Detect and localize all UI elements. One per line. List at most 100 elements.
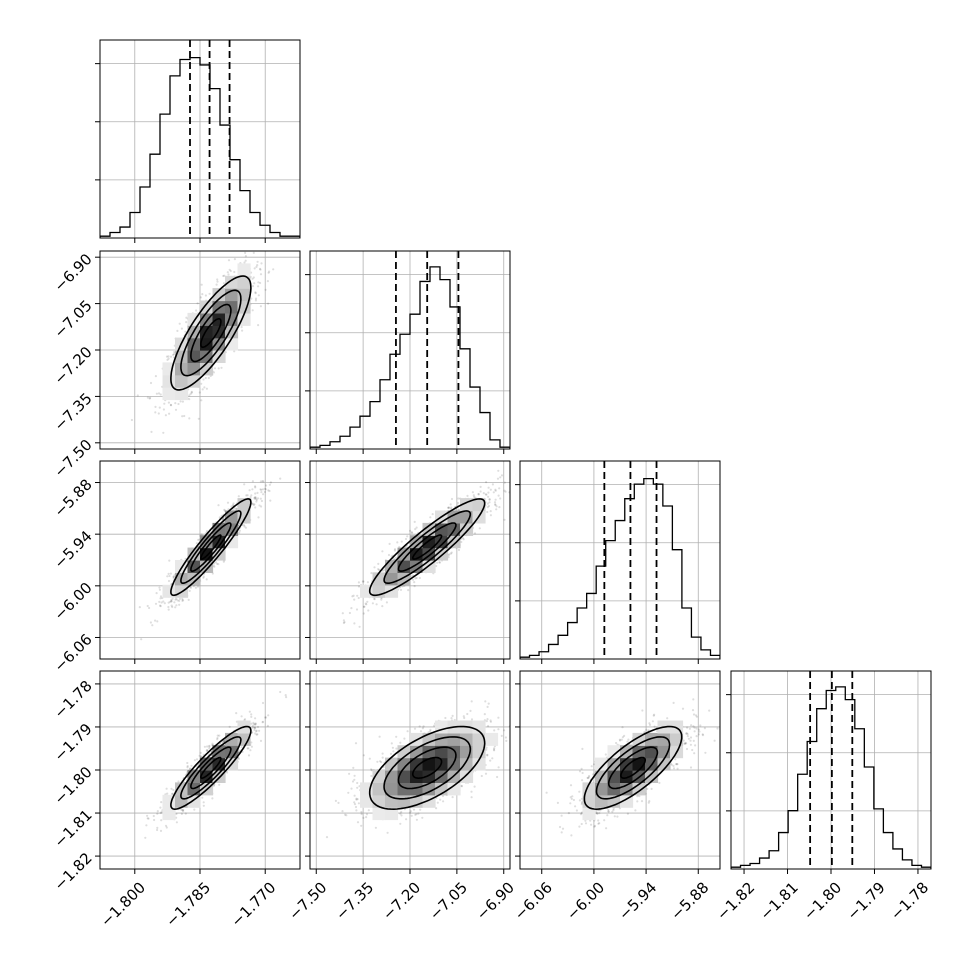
- scatter-point: [169, 355, 173, 358]
- scatter-point: [216, 734, 219, 737]
- scatter-point: [348, 611, 351, 615]
- scatter-point: [257, 285, 260, 288]
- scatter-point: [171, 605, 174, 609]
- scatter-point: [214, 561, 218, 564]
- scatter-point: [462, 538, 465, 541]
- scatter-point: [167, 401, 170, 404]
- scatter-point: [220, 366, 223, 369]
- scatter-point: [258, 504, 261, 507]
- scatter-point: [498, 506, 501, 509]
- scatter-point: [457, 508, 461, 511]
- scatter-point: [201, 293, 204, 296]
- panel-1-0: −7.50−7.35−7.20−7.05−6.90: [50, 250, 301, 481]
- scatter-point: [205, 387, 208, 390]
- scatter-point: [412, 578, 415, 581]
- scatter-point: [362, 580, 365, 583]
- scatter-point: [488, 501, 491, 504]
- scatter-point: [183, 414, 186, 418]
- scatter-point: [264, 488, 267, 491]
- scatter-point: [201, 388, 204, 391]
- scatter-point: [180, 327, 183, 330]
- scatter-point: [267, 714, 270, 717]
- scatter-point: [158, 600, 161, 604]
- scatter-point: [156, 620, 159, 623]
- scatter-point: [149, 621, 152, 624]
- scatter-point: [230, 505, 233, 508]
- density-cell: [212, 288, 226, 302]
- histogram-0: [100, 57, 300, 238]
- scatter-point: [352, 594, 355, 597]
- scatter-point: [246, 494, 249, 497]
- density-cell: [212, 337, 226, 351]
- contour-1: [190, 303, 232, 363]
- scatter-point: [449, 507, 452, 510]
- scatter-point: [254, 297, 258, 300]
- scatter-point: [193, 808, 196, 811]
- scatter-point: [410, 575, 413, 578]
- scatter-point: [177, 780, 180, 783]
- scatter-point: [146, 396, 149, 399]
- scatter-point: [388, 542, 391, 546]
- scatter-point: [154, 375, 157, 378]
- panel-content: [310, 251, 510, 449]
- scatter-point: [404, 537, 408, 541]
- scatter-point: [179, 400, 182, 403]
- scatter-point: [407, 589, 410, 592]
- scatter-point: [167, 357, 170, 360]
- scatter-point: [450, 497, 454, 501]
- scatter-point: [356, 594, 359, 597]
- scatter-point: [159, 806, 162, 809]
- scatter-point: [355, 608, 359, 611]
- y-tick-label: −7.05: [50, 297, 95, 342]
- scatter-point: [188, 768, 191, 771]
- scatter-point: [486, 510, 489, 514]
- panel-content: [144, 690, 288, 839]
- scatter-point: [494, 503, 497, 507]
- scatter-point: [130, 418, 133, 422]
- scatter-point: [222, 740, 225, 743]
- scatter-point: [196, 585, 200, 588]
- contour-2: [180, 289, 242, 377]
- scatter-point: [175, 597, 178, 601]
- scatter-point: [217, 504, 220, 507]
- scatter-point: [284, 694, 287, 697]
- scatter-point: [160, 601, 163, 604]
- scatter-point: [255, 498, 258, 501]
- scatter-point: [254, 717, 257, 720]
- scatter-point: [154, 405, 157, 408]
- scatter-point: [146, 817, 149, 820]
- scatter-point: [254, 726, 257, 729]
- scatter-point: [381, 605, 384, 608]
- scatter-point: [171, 597, 174, 600]
- scatter-point: [174, 408, 178, 411]
- scatter-point: [172, 575, 175, 578]
- scatter-point: [257, 516, 260, 519]
- scatter-point: [253, 282, 256, 285]
- scatter-point: [489, 488, 492, 491]
- scatter-point: [260, 262, 263, 265]
- scatter-point: [503, 518, 506, 521]
- scatter-point: [227, 273, 230, 276]
- scatter-point: [195, 309, 198, 312]
- scatter-point: [243, 261, 246, 264]
- scatter-point: [477, 492, 480, 496]
- scatter-point: [254, 486, 257, 489]
- scatter-point: [260, 488, 263, 491]
- density-cell: [435, 535, 449, 549]
- scatter-point: [149, 396, 152, 399]
- scatter-point: [460, 540, 463, 544]
- scatter-point: [448, 553, 451, 556]
- scatter-point: [205, 749, 208, 752]
- scatter-point: [159, 595, 163, 598]
- scatter-point: [200, 382, 203, 385]
- scatter-point: [381, 550, 384, 553]
- scatter-point: [257, 324, 260, 327]
- panel-content: [100, 40, 300, 238]
- scatter-point: [182, 810, 185, 813]
- scatter-point: [238, 531, 241, 534]
- scatter-point: [497, 494, 500, 497]
- scatter-point: [496, 477, 500, 480]
- scatter-point: [243, 525, 246, 528]
- panel-2-0: −6.06−6.00−5.94−5.88: [50, 460, 301, 676]
- scatter-point: [457, 548, 461, 552]
